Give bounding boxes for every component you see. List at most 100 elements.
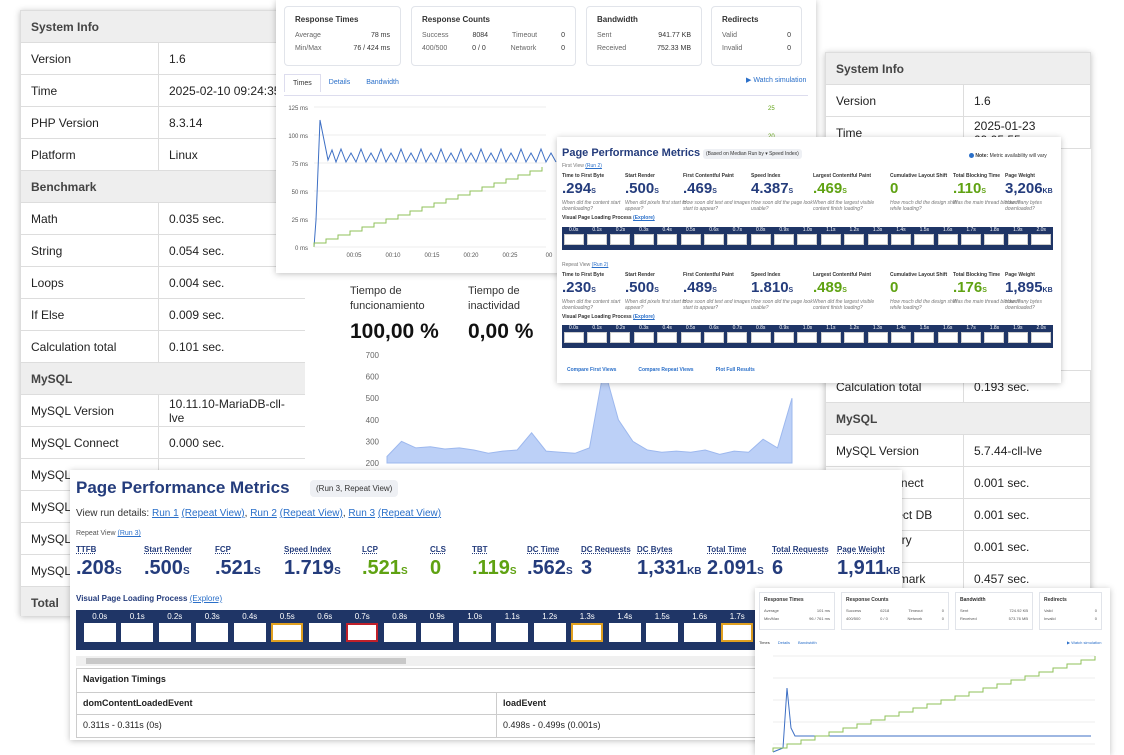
filmstrip-frame[interactable]: 1.7s <box>719 610 757 650</box>
filmstrip-frame[interactable]: 1.3s <box>569 610 607 650</box>
filmstrip-frame[interactable]: 0.7s <box>726 325 749 348</box>
run-2-link[interactable]: Run 2 <box>250 508 277 519</box>
compare-repeat-views-link[interactable]: Compare Repeat Views <box>638 367 694 373</box>
filmstrip-frame[interactable]: 1.1s <box>819 227 842 250</box>
filmstrip-frame[interactable]: 0.9s <box>419 610 457 650</box>
filmstrip-frame[interactable]: 0.8s <box>749 325 772 348</box>
filmstrip-frame[interactable]: 1.4s <box>889 227 912 250</box>
filmstrip-frame[interactable]: 1.0s <box>796 227 819 250</box>
filmstrip-frame[interactable]: 1.6s <box>936 325 959 348</box>
filmstrip-frame[interactable]: 1.0s <box>796 325 819 348</box>
plot-full-results-link[interactable]: Plot Full Results <box>715 367 755 373</box>
frame-thumbnail <box>721 623 754 642</box>
run-1-repeat-link[interactable]: (Repeat View) <box>181 508 245 519</box>
repeat-view-run-link[interactable]: (Run 2) <box>591 262 609 268</box>
filmstrip-frame[interactable]: 0.7s <box>344 610 382 650</box>
filmstrip-frame[interactable]: 1.2s <box>531 610 569 650</box>
tab-details-2[interactable]: Details <box>777 640 790 645</box>
run-3-small-link[interactable]: (Run 3) <box>117 530 141 537</box>
tab-details[interactable]: Details <box>328 79 351 86</box>
filmstrip-frame[interactable]: 1.9s <box>1006 325 1029 348</box>
filmstrip-frame[interactable]: 0.4s <box>656 325 679 348</box>
info-key: Version <box>20 42 159 75</box>
filmstrip-frame[interactable]: 0.2s <box>609 325 632 348</box>
filmstrip-frame[interactable]: 0.1s <box>585 325 608 348</box>
filmstrip-frame[interactable]: 0.3s <box>632 227 655 250</box>
tab-times-2[interactable]: Times <box>759 640 770 645</box>
filmstrip-frame[interactable]: 1.8s <box>983 325 1006 348</box>
horizontal-scrollbar[interactable] <box>76 656 756 666</box>
filmstrip-frame[interactable]: 2.0s <box>1030 325 1053 348</box>
metric-label: Time to First Byte <box>562 272 605 278</box>
filmstrip-frame[interactable]: 0.1s <box>119 610 157 650</box>
filmstrip-frame[interactable]: 0.2s <box>609 227 632 250</box>
filmstrip-frame[interactable]: 0.5s <box>679 227 702 250</box>
filmstrip-frame[interactable]: 0.9s <box>772 227 795 250</box>
run-3-repeat-link[interactable]: (Repeat View) <box>377 508 442 519</box>
filmstrip-frame[interactable]: 1.5s <box>644 610 682 650</box>
filmstrip-frame[interactable]: 0.0s <box>81 610 119 650</box>
explore-link-2[interactable]: (Explore) <box>633 314 655 320</box>
filmstrip-frame[interactable]: 0.6s <box>702 325 725 348</box>
filmstrip-frame[interactable]: 1.0s <box>456 610 494 650</box>
filmstrip-frame[interactable]: 1.7s <box>959 227 982 250</box>
first-view-run-link[interactable]: (Run 2) <box>585 163 602 169</box>
filmstrip-frame[interactable]: 0.1s <box>585 227 608 250</box>
filmstrip-frame[interactable]: 1.4s <box>889 325 912 348</box>
filmstrip-frame[interactable]: 0.8s <box>381 610 419 650</box>
filmstrip-frame[interactable]: 1.5s <box>913 325 936 348</box>
filmstrip-frame[interactable]: 0.3s <box>632 325 655 348</box>
metric-7: Page Weight 1,895KB How many bytes downloa… <box>1005 272 1073 311</box>
avg-value: 101 ms <box>816 608 830 613</box>
run-1-link[interactable]: Run 1 <box>151 508 179 519</box>
filmstrip-frame[interactable]: 0.6s <box>702 227 725 250</box>
filmstrip-frame[interactable]: 0.8s <box>749 227 772 250</box>
run-3-link[interactable]: Run 3 <box>348 508 376 519</box>
downtime-label-1: Tiempo de <box>468 285 520 297</box>
filmstrip-frame[interactable]: 0.2s <box>156 610 194 650</box>
filmstrip-frame[interactable]: 0.6s <box>306 610 344 650</box>
redirects-card: Redirects Valid 0 Invalid 0 <box>711 6 802 66</box>
nav-title: Navigation Timings <box>77 669 902 693</box>
filmstrip-frame[interactable]: 0.5s <box>679 325 702 348</box>
explore-link[interactable]: (Explore) <box>189 594 223 603</box>
filmstrip-frame[interactable]: 0.3s <box>194 610 232 650</box>
filmstrip-frame[interactable]: 2.0s <box>1030 227 1053 250</box>
filmstrip-frame[interactable]: 1.9s <box>1006 227 1029 250</box>
tab-times[interactable]: Times <box>284 74 321 92</box>
compare-first-views-link[interactable]: Compare First Views <box>567 367 617 373</box>
filmstrip-frame[interactable]: 1.5s <box>913 227 936 250</box>
filmstrip-frame[interactable]: 0.0s <box>562 325 585 348</box>
filmstrip-frame[interactable]: 1.1s <box>819 325 842 348</box>
filmstrip-frame[interactable]: 0.4s <box>656 227 679 250</box>
watch-simulation-link[interactable]: ▶ Watch simulation <box>746 77 807 84</box>
bandwidth-card: Bandwidth Sent 941.77 KB Received 752.33 M… <box>586 6 702 66</box>
frame-thumbnail <box>1031 234 1052 245</box>
run-2-repeat-link[interactable]: (Repeat View) <box>279 508 343 519</box>
filmstrip-frame[interactable]: 1.8s <box>983 227 1006 250</box>
filmstrip-frame[interactable]: 1.1s <box>494 610 532 650</box>
filmstrip-frame[interactable]: 1.7s <box>959 325 982 348</box>
filmstrip-frame[interactable]: 1.4s <box>606 610 644 650</box>
metric-label: Start Render <box>625 272 656 278</box>
tab-bandwidth[interactable]: Bandwidth <box>366 79 399 86</box>
filmstrip-frame[interactable]: 1.2s <box>843 325 866 348</box>
y-tick-label: 400 <box>366 416 380 425</box>
filmstrip-frame[interactable]: 1.3s <box>866 227 889 250</box>
watch-simulation-link-2[interactable]: ▶ Watch simulation <box>1067 640 1102 645</box>
filmstrip-frame[interactable]: 0.5s <box>269 610 307 650</box>
filmstrip-frame[interactable]: 0.0s <box>562 227 585 250</box>
median-badge[interactable]: (Based on Median Run by ▾ Speed Index) <box>703 149 802 159</box>
filmstrip-frame[interactable]: 1.6s <box>936 227 959 250</box>
filmstrip-frame[interactable]: 0.7s <box>726 227 749 250</box>
success-value: 8084 <box>472 32 489 39</box>
filmstrip-frame[interactable]: 1.2s <box>843 227 866 250</box>
filmstrip-frame[interactable]: 0.4s <box>231 610 269 650</box>
frame-time: 2.0s <box>1036 227 1046 233</box>
filmstrip-frame[interactable]: 0.9s <box>772 325 795 348</box>
explore-link[interactable]: (Explore) <box>633 215 655 221</box>
filmstrip-frame[interactable]: 1.3s <box>866 325 889 348</box>
filmstrip-frame[interactable]: 1.6s <box>681 610 719 650</box>
note-label: Note: <box>975 153 989 159</box>
tab-bandwidth-2[interactable]: Bandwidth <box>797 640 817 645</box>
